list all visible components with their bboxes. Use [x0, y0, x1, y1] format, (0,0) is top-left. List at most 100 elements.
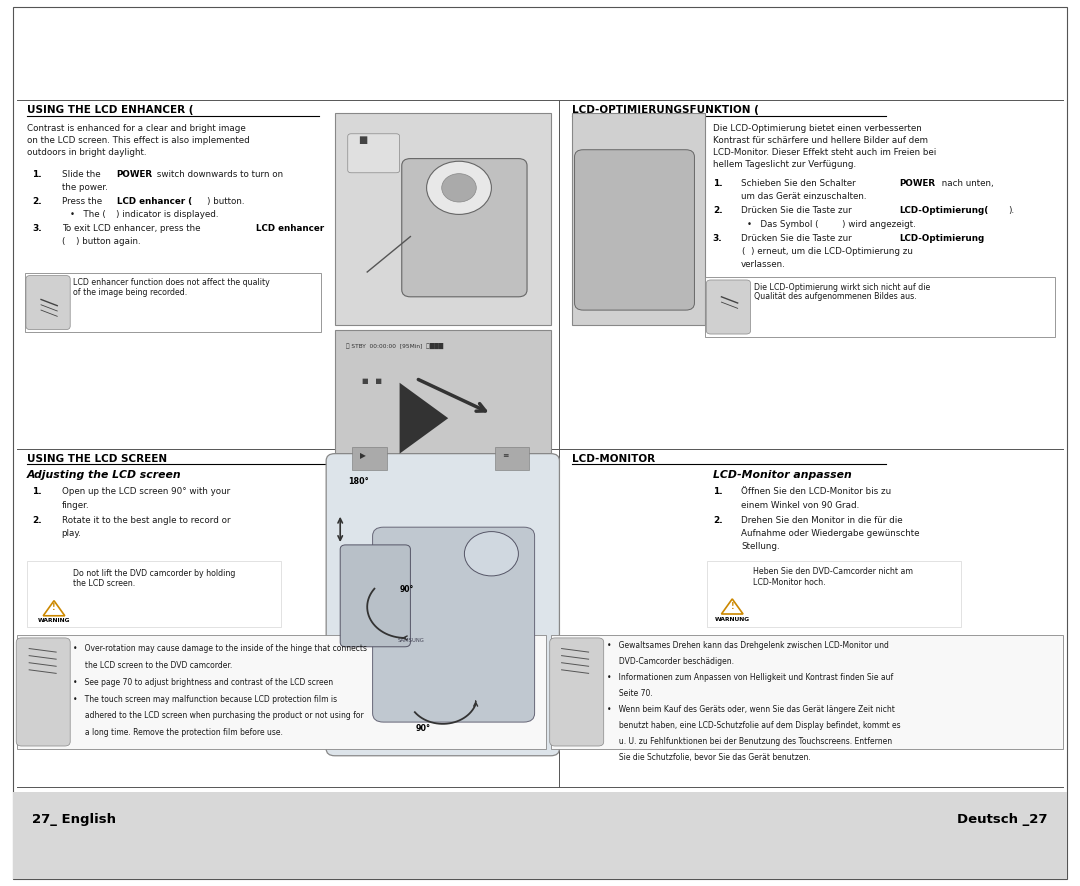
- Text: ) button.: ) button.: [207, 197, 245, 206]
- Text: Press the: Press the: [62, 197, 105, 206]
- Text: Drücken Sie die Taste zur: Drücken Sie die Taste zur: [741, 206, 854, 215]
- Text: DVD-Camcorder beschädigen.: DVD-Camcorder beschädigen.: [607, 657, 734, 666]
- Text: 90°: 90°: [400, 585, 414, 594]
- Text: Adjusting the LCD screen: Adjusting the LCD screen: [27, 470, 181, 479]
- FancyBboxPatch shape: [326, 454, 559, 756]
- Text: Contrast is enhanced for a clear and bright image
on the LCD screen. This effect: Contrast is enhanced for a clear and bri…: [27, 124, 249, 158]
- Text: POWER: POWER: [117, 170, 152, 179]
- Text: WARNING: WARNING: [38, 618, 70, 624]
- Text: benutzt haben, eine LCD-Schutzfolie auf dem Display befindet, kommt es: benutzt haben, eine LCD-Schutzfolie auf …: [607, 721, 901, 730]
- Text: 2.: 2.: [713, 516, 723, 525]
- Text: USING THE LCD SCREEN: USING THE LCD SCREEN: [27, 454, 167, 463]
- Text: ) erneut, um die LCD-Optimierung zu: ) erneut, um die LCD-Optimierung zu: [751, 247, 913, 256]
- Text: ■   ■: ■ ■: [362, 378, 382, 385]
- Text: 1.: 1.: [713, 179, 723, 188]
- Text: ■: ■: [359, 135, 368, 144]
- Text: (: (: [741, 247, 744, 256]
- Text: •   Wenn beim Kauf des Geräts oder, wenn Sie das Gerät längere Zeit nicht: • Wenn beim Kauf des Geräts oder, wenn S…: [607, 705, 895, 714]
- Text: Aufnahme oder Wiedergabe gewünschte: Aufnahme oder Wiedergabe gewünschte: [741, 529, 919, 538]
- FancyBboxPatch shape: [705, 277, 1055, 337]
- Text: um das Gerät einzuschalten.: um das Gerät einzuschalten.: [741, 192, 866, 201]
- Text: switch downwards to turn on: switch downwards to turn on: [154, 170, 284, 179]
- Text: Stellung.: Stellung.: [741, 542, 780, 551]
- Text: ▶: ▶: [360, 451, 365, 460]
- Text: 180°: 180°: [348, 477, 368, 486]
- Text: USING THE LCD ENHANCER (: USING THE LCD ENHANCER (: [27, 105, 193, 114]
- FancyBboxPatch shape: [572, 113, 705, 325]
- FancyBboxPatch shape: [335, 330, 551, 476]
- Text: 1.: 1.: [32, 487, 42, 496]
- Text: •   See page 70 to adjust brightness and contrast of the LCD screen: • See page 70 to adjust brightness and c…: [73, 678, 334, 687]
- Text: nach unten,: nach unten,: [939, 179, 994, 188]
- Text: 🎥 STBY  00:00:00  [95Min]  ⓔ███: 🎥 STBY 00:00:00 [95Min] ⓔ███: [346, 343, 443, 349]
- Text: 3.: 3.: [713, 234, 723, 243]
- Circle shape: [442, 174, 476, 202]
- FancyBboxPatch shape: [706, 280, 751, 334]
- Text: (: (: [62, 237, 65, 246]
- Text: of the image being recorded.: of the image being recorded.: [73, 288, 188, 297]
- Text: Seite 70.: Seite 70.: [607, 689, 652, 698]
- Text: •   Gewaltsames Drehen kann das Drehgelenk zwischen LCD-Monitor und: • Gewaltsames Drehen kann das Drehgelenk…: [607, 641, 889, 650]
- Text: Open up the LCD screen 90° with your: Open up the LCD screen 90° with your: [62, 487, 230, 496]
- Circle shape: [427, 161, 491, 214]
- FancyBboxPatch shape: [16, 638, 70, 746]
- Text: LCD enhancer (: LCD enhancer (: [117, 197, 192, 206]
- Text: verlassen.: verlassen.: [741, 260, 785, 269]
- FancyBboxPatch shape: [551, 635, 1063, 749]
- Text: •   Informationen zum Anpassen von Helligkeit und Kontrast finden Sie auf: • Informationen zum Anpassen von Helligk…: [607, 673, 893, 682]
- FancyBboxPatch shape: [707, 561, 961, 627]
- FancyBboxPatch shape: [26, 276, 70, 330]
- FancyBboxPatch shape: [575, 150, 694, 310]
- FancyBboxPatch shape: [25, 273, 321, 332]
- Text: Drücken Sie die Taste zur: Drücken Sie die Taste zur: [741, 234, 854, 243]
- FancyBboxPatch shape: [13, 7, 1067, 879]
- Text: LCD enhancer function does not affect the quality: LCD enhancer function does not affect th…: [73, 278, 270, 287]
- Text: Qualität des aufgenommenen Bildes aus.: Qualität des aufgenommenen Bildes aus.: [754, 292, 917, 301]
- Text: LCD-Monitor hoch.: LCD-Monitor hoch.: [753, 578, 825, 587]
- Circle shape: [464, 532, 518, 576]
- FancyBboxPatch shape: [17, 635, 546, 749]
- Text: ≡: ≡: [502, 451, 509, 460]
- FancyBboxPatch shape: [335, 113, 551, 325]
- Text: LCD-OPTIMIERUNGSFUNKTION (: LCD-OPTIMIERUNGSFUNKTION (: [572, 105, 759, 114]
- Text: ) wird angezeigt.: ) wird angezeigt.: [842, 220, 916, 229]
- FancyBboxPatch shape: [373, 527, 535, 722]
- Text: ) button again.: ) button again.: [76, 237, 140, 246]
- FancyBboxPatch shape: [348, 134, 400, 173]
- Text: Die LCD-Optimierung bietet einen verbesserten
Kontrast für schärfere und hellere: Die LCD-Optimierung bietet einen verbess…: [713, 124, 936, 169]
- Text: 1.: 1.: [713, 487, 723, 496]
- Text: Drehen Sie den Monitor in die für die: Drehen Sie den Monitor in die für die: [741, 516, 903, 525]
- Text: play.: play.: [62, 529, 81, 538]
- Text: SAMSUNG: SAMSUNG: [397, 638, 424, 643]
- Text: the LCD screen.: the LCD screen.: [73, 579, 136, 588]
- Text: 3.: 3.: [32, 224, 42, 233]
- Text: Heben Sie den DVD-Camcorder nicht am: Heben Sie den DVD-Camcorder nicht am: [753, 567, 913, 576]
- Text: the LCD screen to the DVD camcorder.: the LCD screen to the DVD camcorder.: [73, 661, 232, 670]
- Text: LCD-Optimierung: LCD-Optimierung: [900, 234, 985, 243]
- Text: Rotate it to the best angle to record or: Rotate it to the best angle to record or: [62, 516, 230, 525]
- Text: Sie die Schutzfolie, bevor Sie das Gerät benutzen.: Sie die Schutzfolie, bevor Sie das Gerät…: [607, 753, 811, 762]
- Text: 1.: 1.: [32, 170, 42, 179]
- Text: POWER: POWER: [900, 179, 935, 188]
- Text: the power.: the power.: [62, 183, 107, 192]
- FancyBboxPatch shape: [550, 638, 604, 746]
- FancyBboxPatch shape: [340, 545, 410, 647]
- Text: 2.: 2.: [713, 206, 723, 215]
- Text: •   Over-rotation may cause damage to the inside of the hinge that connects: • Over-rotation may cause damage to the …: [73, 644, 367, 653]
- Text: 2.: 2.: [32, 516, 42, 525]
- Text: ) indicator is displayed.: ) indicator is displayed.: [116, 210, 218, 219]
- Text: LCD enhancer: LCD enhancer: [256, 224, 324, 233]
- Text: 27_ English: 27_ English: [32, 813, 117, 827]
- Bar: [13, 792, 1067, 879]
- FancyBboxPatch shape: [402, 159, 527, 297]
- Text: •   The touch screen may malfunction because LCD protection film is: • The touch screen may malfunction becau…: [73, 695, 338, 703]
- Text: Slide the: Slide the: [62, 170, 103, 179]
- Text: 90°: 90°: [416, 724, 431, 733]
- Text: WARNUNG: WARNUNG: [715, 617, 750, 622]
- Text: Öffnen Sie den LCD-Monitor bis zu: Öffnen Sie den LCD-Monitor bis zu: [741, 487, 891, 496]
- Text: finger.: finger.: [62, 501, 90, 509]
- Text: a long time. Remove the protection film before use.: a long time. Remove the protection film …: [73, 728, 283, 737]
- Polygon shape: [43, 601, 65, 616]
- Text: !: !: [52, 603, 56, 612]
- Text: To exit LCD enhancer, press the: To exit LCD enhancer, press the: [62, 224, 203, 233]
